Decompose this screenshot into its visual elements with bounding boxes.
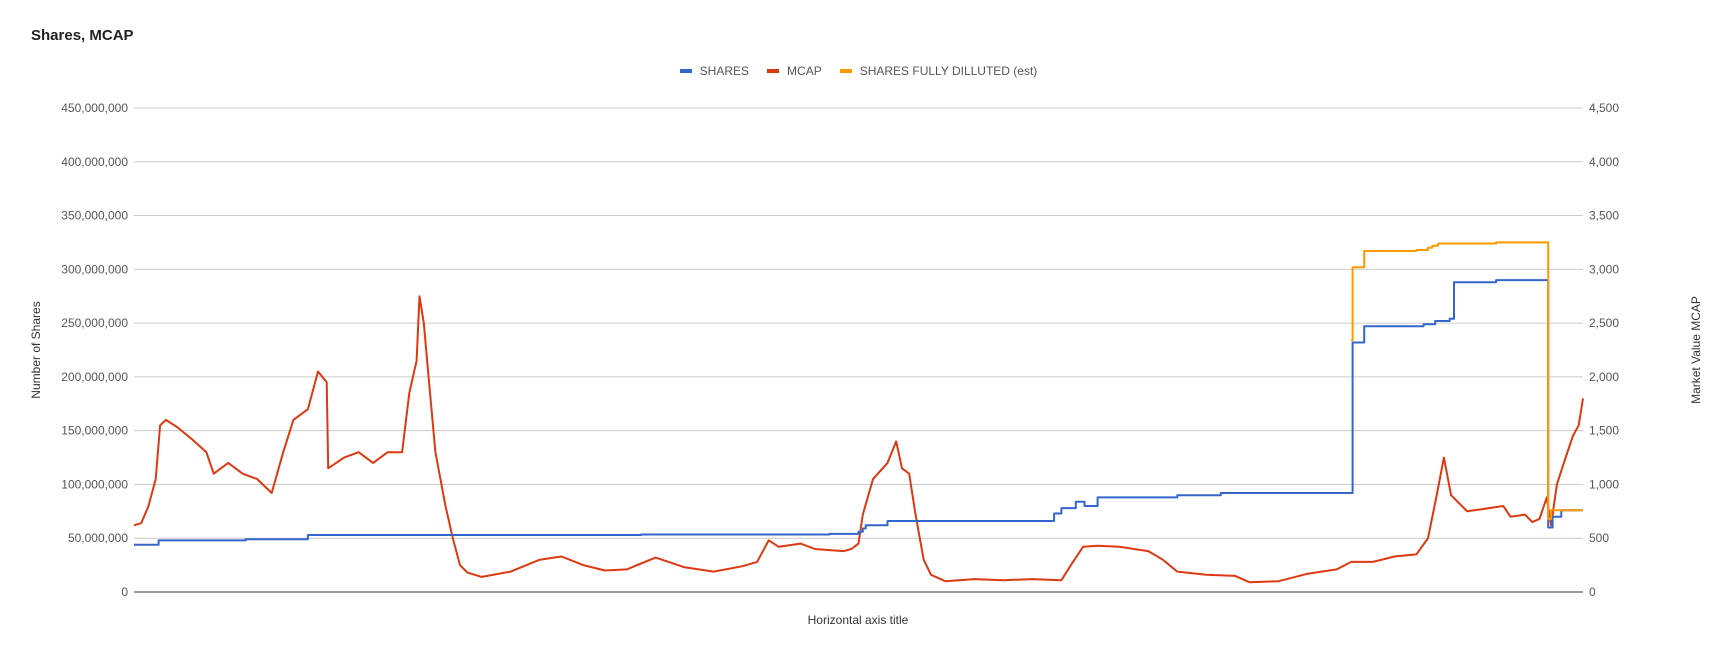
y-tick-label-right: 1,500 [1589, 424, 1619, 438]
legend-label-shares: SHARES [699, 64, 750, 78]
y-tick-label-left: 200,000,000 [61, 370, 128, 384]
legend-item-shares[interactable]: SHARES [679, 64, 750, 78]
y-tick-label-right: 2,000 [1589, 370, 1619, 384]
legend-swatch-mcap [767, 69, 780, 73]
y-tick-label-right: 4,500 [1589, 101, 1619, 115]
chart-title: Shares, MCAP [31, 27, 134, 44]
series-line-mcap[interactable] [133, 295, 1584, 584]
y-tick-label-right: 2,500 [1589, 316, 1619, 330]
legend-item-shares-diluted[interactable]: SHARES FULLY DILLUTED (est) [839, 64, 1038, 78]
y-tick-label-right: 3,500 [1589, 209, 1619, 223]
series-line-shares-fully-dilluted-est[interactable] [1351, 241, 1583, 520]
y-tick-label-left: 250,000,000 [61, 316, 128, 330]
legend-swatch-shares-diluted [839, 69, 852, 73]
legend-label-mcap: MCAP [787, 64, 822, 78]
y-tick-label-left: 100,000,000 [61, 477, 128, 491]
y-axis-left-ticks: 0 50,000,000 100,000,000 150,000,000 200,000… [61, 101, 128, 599]
y-tick-label-left: 350,000,000 [61, 209, 128, 223]
y-tick-label-left: 450,000,000 [61, 101, 128, 115]
y-tick-label-left: 300,000,000 [61, 262, 128, 276]
legend-label-shares-diluted: SHARES FULLY DILLUTED (est) [859, 64, 1038, 78]
y-tick-label-right: 4,000 [1589, 155, 1619, 169]
series-lines [133, 241, 1584, 584]
y-tick-label-right: 0 [1589, 585, 1596, 599]
y-axis-left-title: Number of Shares [29, 301, 43, 398]
y-tick-label-left: 400,000,000 [61, 155, 128, 169]
y-axis-right-ticks: 0 500 1,000 1,500 2,000 2,500 3,000 3,500 4,000 4… [1589, 101, 1619, 599]
legend: SHARES MCAP SHARES FULLY DILLUTED (est) [0, 64, 1717, 78]
legend-swatch-shares [679, 69, 692, 73]
y-axis-right-title: Market Value MCAP [1689, 296, 1703, 404]
gridlines [134, 107, 1583, 593]
y-tick-label-right: 500 [1589, 531, 1609, 545]
y-tick-label-left: 150,000,000 [61, 424, 128, 438]
y-tick-label-left: 0 [121, 585, 128, 599]
y-tick-label-left: 50,000,000 [68, 531, 128, 545]
y-tick-label-right: 1,000 [1589, 477, 1619, 491]
x-axis-title: Horizontal axis title [808, 613, 909, 627]
y-tick-label-right: 3,000 [1589, 262, 1619, 276]
legend-item-mcap[interactable]: MCAP [767, 64, 822, 78]
series-line-shares[interactable] [134, 279, 1583, 546]
